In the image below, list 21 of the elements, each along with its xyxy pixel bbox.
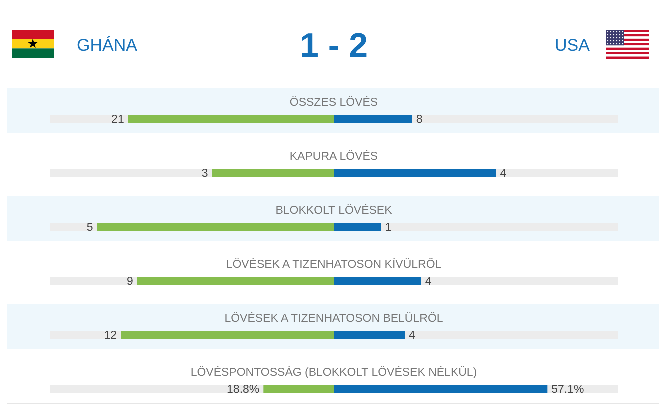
data-label: 18.8% <box>227 384 260 396</box>
data-label: 12 <box>104 330 117 342</box>
data-label: 4 <box>425 276 432 288</box>
y-tick-label: ÖSSZES LÖVÉS <box>290 96 378 109</box>
y-tick-label: LÖVÉSEK A TIZENHATOSON KÍVÜLRŐL <box>226 258 442 271</box>
data-label: 57.1% <box>552 384 584 396</box>
y-tick-label: LÖVÉSPONTOSSÁG (BLOKKOLT LÖVÉSEK NÉLKÜL) <box>190 366 478 379</box>
data-label: 9 <box>126 276 134 288</box>
data-label: 4 <box>409 330 416 342</box>
data-label: 4 <box>500 168 508 180</box>
data-label: 3 <box>202 168 208 180</box>
text: GHÁNA <box>77 36 138 55</box>
data-label: 1 <box>385 222 392 234</box>
y-tick-label: BLOKKOLT LÖVÉSEK <box>276 204 393 217</box>
text: USA <box>555 36 591 55</box>
data-label: 5 <box>86 222 94 234</box>
y-tick-label: KAPURA LÖVÉS <box>290 150 378 163</box>
y-tick-label: LÖVÉSEK A TIZENHATOSON BELÜLRŐL <box>224 312 444 325</box>
data-label: 8 <box>416 114 423 126</box>
chart-title: 1 - 2 <box>300 27 368 65</box>
data-label: 21 <box>112 114 124 126</box>
